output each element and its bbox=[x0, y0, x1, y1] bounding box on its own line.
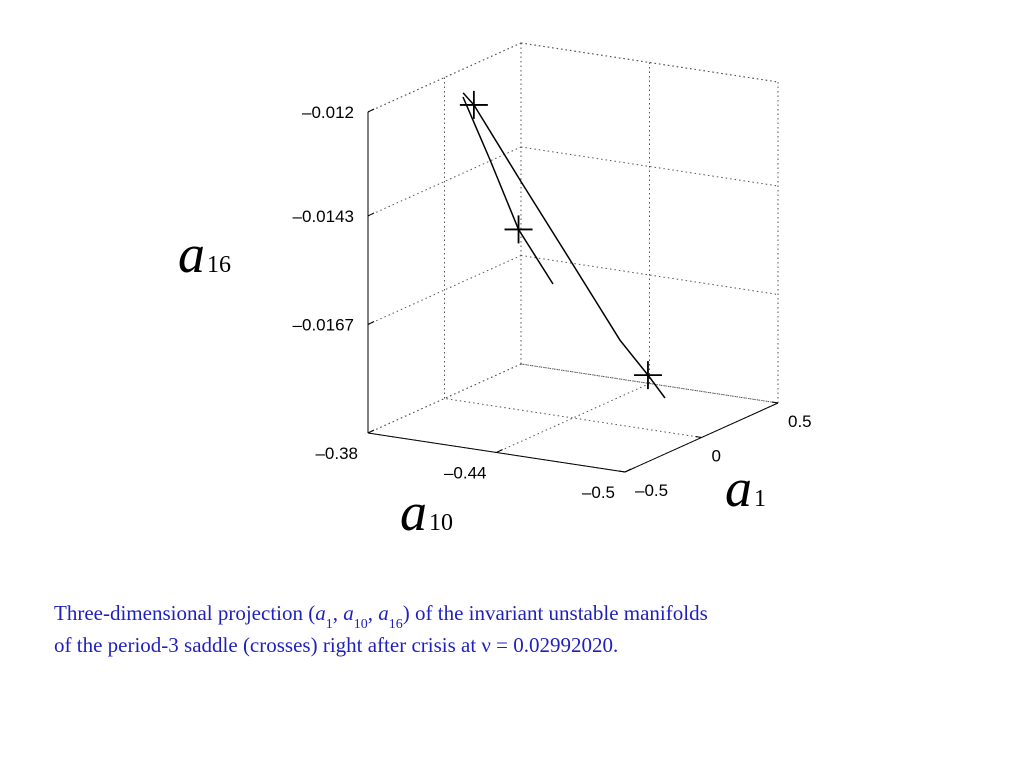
axis-label: a10 bbox=[400, 482, 453, 542]
z-tick-label: –0.0143 bbox=[293, 207, 354, 226]
y-tick-label: –0.38 bbox=[315, 444, 358, 463]
caption-segment: a bbox=[343, 601, 354, 625]
caption-segment: , bbox=[368, 601, 379, 625]
axis-label-var: a bbox=[725, 458, 752, 518]
tick-mark bbox=[695, 436, 702, 438]
grid-line bbox=[520, 146, 779, 187]
caption-line: of the period-3 saddle (crosses) right a… bbox=[54, 633, 618, 657]
manifold-line bbox=[462, 92, 666, 399]
y-tick-label: –0.44 bbox=[444, 464, 487, 483]
grid-line bbox=[496, 383, 650, 453]
tick-mark bbox=[496, 449, 503, 453]
box-edge bbox=[520, 363, 779, 404]
grid-line bbox=[367, 42, 522, 113]
box-edge bbox=[367, 42, 522, 113]
caption-segment: ) of the invariant unstable manifolds bbox=[403, 601, 708, 625]
z-tick-label: –0.012 bbox=[302, 103, 354, 122]
axis-label: a16 bbox=[178, 224, 231, 284]
saddle-cross bbox=[633, 361, 662, 390]
grid-line bbox=[520, 254, 779, 295]
saddle-cross bbox=[459, 90, 488, 119]
grid-line bbox=[444, 398, 702, 438]
caption-segment: a bbox=[315, 601, 326, 625]
grid-line bbox=[367, 255, 522, 325]
caption-segment: a bbox=[378, 601, 389, 625]
caption-line: Three-dimensional projection (a1, a10, a… bbox=[54, 601, 708, 632]
tick-mark bbox=[771, 401, 779, 404]
caption-segment: , bbox=[333, 601, 344, 625]
axis-label-var: a bbox=[400, 482, 427, 542]
grid-line bbox=[520, 363, 779, 404]
saddle-cross bbox=[504, 215, 533, 244]
axis-label-var: a bbox=[178, 224, 205, 284]
axis-label-sub: 1 bbox=[754, 486, 766, 512]
caption-segment: Three-dimensional projection ( bbox=[54, 601, 315, 625]
y-tick-label: –0.5 bbox=[582, 483, 615, 502]
grid-line bbox=[367, 363, 522, 434]
x-tick-label: 0 bbox=[712, 447, 721, 466]
tick-mark bbox=[367, 429, 375, 434]
tick-mark bbox=[618, 470, 626, 473]
manifold-line bbox=[462, 96, 554, 285]
tick-mark bbox=[367, 108, 375, 113]
axis-label-sub: 16 bbox=[207, 252, 231, 278]
x-tick-label: 0.5 bbox=[788, 412, 812, 431]
tick-mark bbox=[624, 468, 632, 473]
caption-segment: 10 bbox=[354, 617, 368, 632]
x-tick-label: –0.5 bbox=[635, 481, 668, 500]
tick-mark bbox=[367, 321, 375, 325]
axis-label: a1 bbox=[725, 458, 766, 518]
z-tick-label: –0.0167 bbox=[293, 315, 354, 334]
caption-segment: of the period-3 saddle (crosses) right a… bbox=[54, 633, 618, 657]
caption-segment: 1 bbox=[326, 617, 333, 632]
axis-label-sub: 10 bbox=[429, 510, 453, 536]
grid-line bbox=[367, 146, 522, 217]
grid-line bbox=[520, 42, 779, 83]
caption-segment: 16 bbox=[389, 617, 403, 632]
tick-mark bbox=[367, 212, 375, 217]
